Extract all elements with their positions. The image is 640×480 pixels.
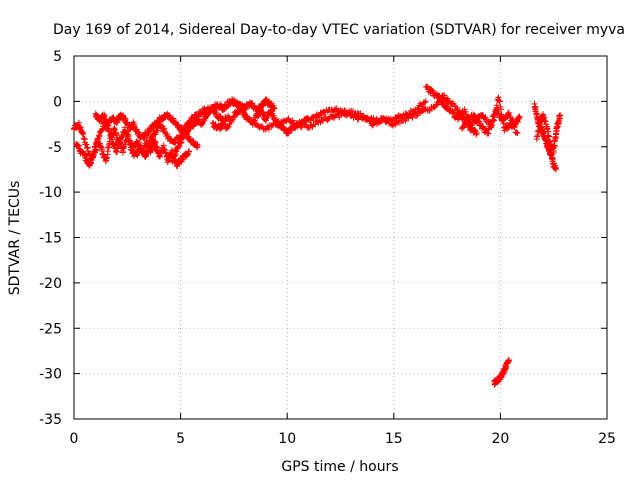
y-axis-label: SDTVAR / TECUs bbox=[7, 181, 23, 296]
x-tick-label: 0 bbox=[70, 431, 79, 447]
data-points bbox=[71, 83, 564, 388]
y-tick-label: -10 bbox=[39, 185, 62, 201]
y-tick-label: -15 bbox=[39, 231, 62, 247]
y-tick-label: -5 bbox=[48, 140, 62, 156]
x-tick-labels: 0 5 10 15 20 25 bbox=[70, 431, 616, 447]
y-tick-label: 5 bbox=[53, 49, 62, 65]
y-tick-label: 0 bbox=[53, 94, 62, 110]
y-tick-label: -25 bbox=[39, 321, 62, 337]
y-tick-label: -35 bbox=[39, 412, 62, 428]
x-tick-label: 10 bbox=[278, 431, 296, 447]
x-tick-label: 20 bbox=[491, 431, 509, 447]
x-tick-label: 15 bbox=[385, 431, 403, 447]
scatter-markers bbox=[71, 83, 564, 388]
axis-ticks bbox=[73, 55, 608, 420]
x-tick-label: 5 bbox=[176, 431, 185, 447]
y-tick-label: -20 bbox=[39, 276, 62, 292]
x-tick-label: 25 bbox=[598, 431, 616, 447]
chart-title: Day 169 of 2014, Sidereal Day-to-day VTE… bbox=[53, 22, 625, 38]
y-tick-labels: -35 -30 -25 -20 -15 -10 -5 0 5 bbox=[39, 49, 62, 428]
x-axis-label: GPS time / hours bbox=[281, 459, 398, 475]
y-tick-label: -30 bbox=[39, 367, 62, 383]
